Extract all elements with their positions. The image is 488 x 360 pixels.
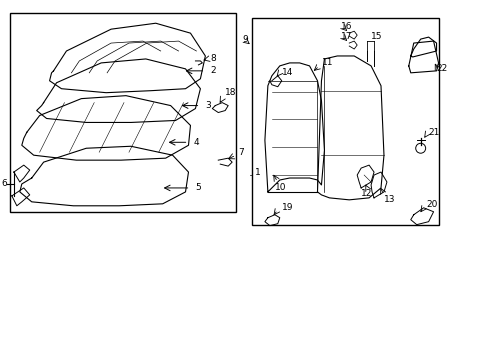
Text: 20: 20 [426,200,437,209]
Text: 13: 13 [383,195,395,204]
Text: 18: 18 [225,88,236,97]
Text: 4: 4 [193,138,199,147]
FancyBboxPatch shape [251,18,438,225]
Text: 5: 5 [195,184,201,193]
Text: 17: 17 [341,32,352,41]
Text: 10: 10 [274,184,286,193]
Text: 1: 1 [254,167,260,176]
Text: 14: 14 [281,68,292,77]
Text: 15: 15 [370,32,382,41]
FancyBboxPatch shape [10,13,236,212]
Text: 22: 22 [436,64,447,73]
Text: 12: 12 [361,189,372,198]
Text: 7: 7 [238,148,244,157]
Text: 8: 8 [210,54,216,63]
Text: 2: 2 [210,66,216,75]
Text: 9: 9 [242,35,247,44]
Text: 6: 6 [1,180,7,189]
Text: 21: 21 [428,128,439,137]
Text: 19: 19 [281,203,293,212]
Text: 3: 3 [205,101,211,110]
Text: 16: 16 [341,22,352,31]
Text: 11: 11 [321,58,332,67]
